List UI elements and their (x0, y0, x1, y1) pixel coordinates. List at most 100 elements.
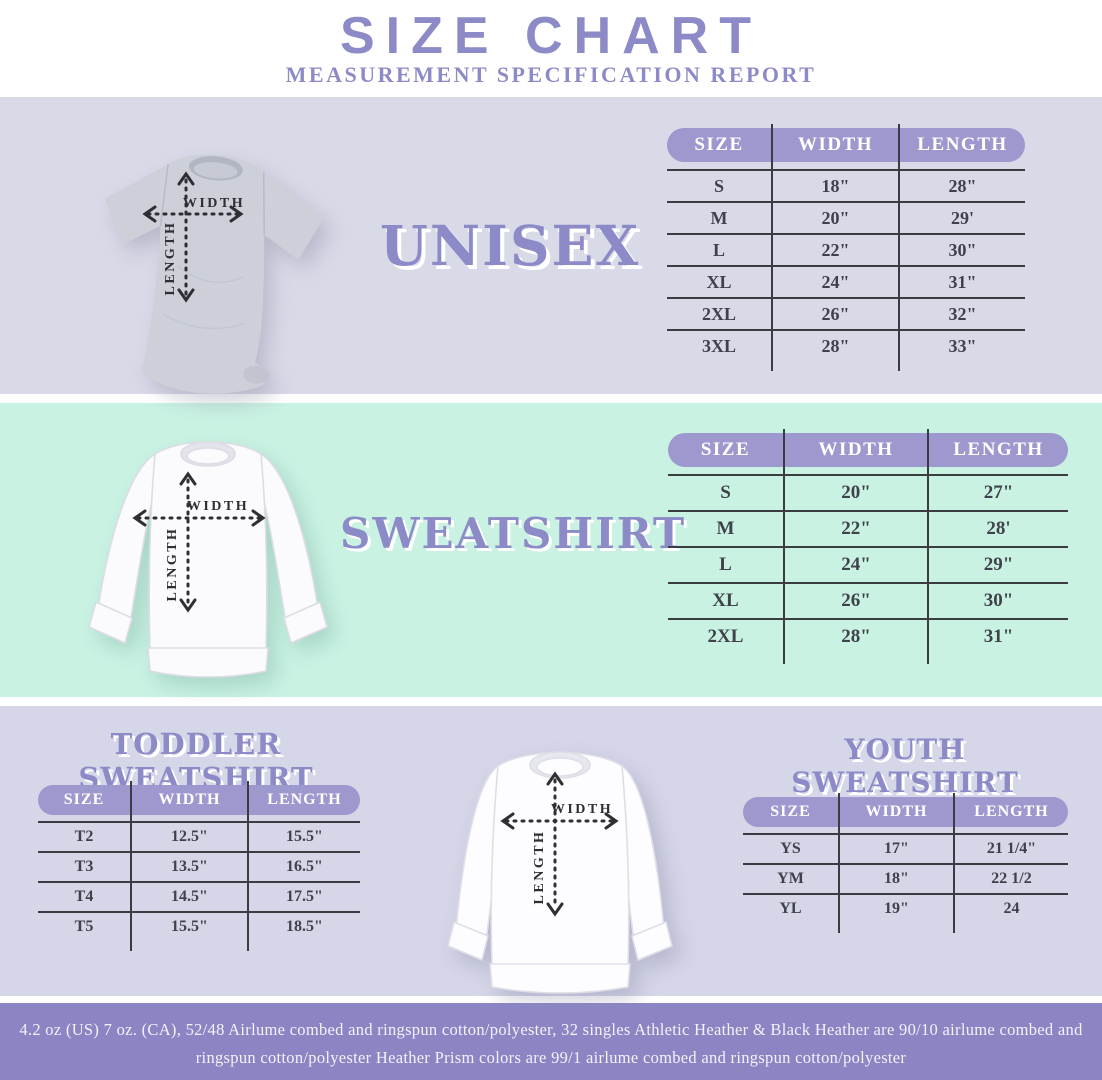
table-cell: M (668, 510, 783, 546)
table-bottom-spacer (668, 654, 1068, 664)
footer-line-2: ringspun cotton/polyester Heather Prism … (195, 1048, 907, 1068)
table-header-row: SIZE WIDTH LENGTH (38, 785, 360, 815)
table-row: T3 13.5" 16.5" (38, 851, 360, 881)
table-cell: 18" (838, 863, 953, 893)
length-label: LENGTH (165, 527, 180, 602)
table-cell: 28" (898, 169, 1025, 201)
table-cell: T2 (38, 821, 130, 851)
table-cell: 29" (927, 546, 1068, 582)
table-cell: 20" (771, 201, 898, 233)
table-cell: XL (668, 582, 783, 618)
page-title: SIZE CHART (340, 7, 762, 65)
table-cell: 28" (783, 618, 927, 654)
page-subtitle: MEASUREMENT SPECIFICATION REPORT (285, 62, 817, 87)
table-row: L 24" 29" (668, 546, 1068, 582)
table-cell: 24 (953, 893, 1068, 923)
kids-sweatshirt-graphic: WIDTH LENGTH (447, 751, 673, 994)
spacer-cell (38, 941, 130, 951)
sweatshirt-cuff-right (283, 600, 328, 645)
table-row: YS 17" 21 1/4" (743, 833, 1068, 863)
table-top-spacer (743, 793, 1068, 797)
table-cell: 2XL (668, 618, 783, 654)
table-cell: 17.5" (247, 881, 360, 911)
spacer-cell (247, 941, 360, 951)
tshirt-shape (104, 154, 324, 394)
kids-hem (489, 963, 631, 994)
table-row: M 20" 29' (667, 201, 1025, 233)
spacer-cell (927, 654, 1068, 664)
youth-size-table: SIZE WIDTH LENGTH YS 17" 21 1/4" YM 18" 22 1/… (743, 793, 1068, 933)
sweatshirt-cuff-left (88, 600, 133, 645)
sweatshirt-graphic: WIDTH LENGTH (88, 441, 328, 678)
table-cell: 12.5" (130, 821, 247, 851)
length-label: LENGTH (532, 830, 547, 905)
table-cell: 21 1/4" (953, 833, 1068, 863)
table-cell: T5 (38, 911, 130, 941)
spacer-cell (771, 361, 898, 371)
header: SIZE CHART MEASUREMENT SPECIFICATION REP… (0, 0, 1102, 97)
spacer-cell (668, 654, 783, 664)
table-top-spacer (667, 124, 1025, 128)
table-cell: 27" (927, 474, 1068, 510)
kids-cuff-left (447, 920, 489, 962)
table-header-gap (743, 827, 1068, 833)
table-cell: M (667, 201, 771, 233)
width-label: WIDTH (551, 802, 613, 817)
spacer-cell (130, 941, 247, 951)
table-row: XL 26" 30" (668, 582, 1068, 618)
table-bottom-spacer (743, 923, 1068, 933)
measurement-arrows (500, 771, 619, 917)
unisex-heading: UNISEX (379, 213, 641, 278)
table-cell: 2XL (667, 297, 771, 329)
table-row: M 22" 28' (668, 510, 1068, 546)
table-header-row: SIZE WIDTH LENGTH (743, 797, 1068, 827)
table-row: 3XL 28" 33" (667, 329, 1025, 361)
tshirt-knot (243, 365, 269, 384)
sweatshirt-hem (147, 647, 269, 678)
table-cell: 19" (838, 893, 953, 923)
spacer-cell (898, 361, 1025, 371)
spacer-cell (838, 923, 953, 933)
table-cell: T3 (38, 851, 130, 881)
table-top-spacer (38, 781, 360, 785)
table-cell: 16.5" (247, 851, 360, 881)
table-cell: 33" (898, 329, 1025, 361)
table-cell: 28' (927, 510, 1068, 546)
table-cell: YM (743, 863, 838, 893)
table-cell: 26" (783, 582, 927, 618)
table-cell: 30" (927, 582, 1068, 618)
table-cell: 31" (927, 618, 1068, 654)
table-cell: 26" (771, 297, 898, 329)
sweatshirt-shape (88, 441, 328, 678)
width-label: WIDTH (183, 196, 245, 211)
table-row: T4 14.5" 17.5" (38, 881, 360, 911)
sweatshirt-size-table: SIZE WIDTH LENGTH S 20" 27" M 22" 28' L 24" 29" X… (668, 429, 1068, 664)
table-top-spacer (668, 429, 1068, 433)
col-header-size: SIZE (668, 433, 783, 467)
table-cell: 20" (783, 474, 927, 510)
table-row: XL 24" 31" (667, 265, 1025, 297)
table-cell: 29' (898, 201, 1025, 233)
table-cell: 14.5" (130, 881, 247, 911)
unisex-size-table: SIZE WIDTH LENGTH S 18" 28" M 20" 29' L 22" 30" X… (667, 124, 1025, 371)
table-row: S 18" 28" (667, 169, 1025, 201)
toddler-size-table: SIZE WIDTH LENGTH T2 12.5" 15.5" T3 13.5" 16.… (38, 781, 360, 951)
measurement-arrows (142, 171, 244, 303)
table-cell: XL (667, 265, 771, 297)
footer: 4.2 oz (US) 7 oz. (CA), 52/48 Airlume co… (0, 1003, 1102, 1080)
table-bottom-spacer (38, 941, 360, 951)
table-row: S 20" 27" (668, 474, 1068, 510)
width-label: WIDTH (187, 499, 249, 514)
table-cell: 22" (771, 233, 898, 265)
col-header-length: LENGTH (927, 433, 1068, 467)
col-header-width: WIDTH (130, 785, 247, 815)
measurement-arrows (132, 471, 266, 613)
table-row: 2XL 26" 32" (667, 297, 1025, 329)
col-header-size: SIZE (38, 785, 130, 815)
kids-cuff-right (631, 920, 673, 962)
table-cell: 15.5" (130, 911, 247, 941)
table-cell: L (668, 546, 783, 582)
table-cell: 22 1/2 (953, 863, 1068, 893)
table-header-gap (38, 815, 360, 821)
